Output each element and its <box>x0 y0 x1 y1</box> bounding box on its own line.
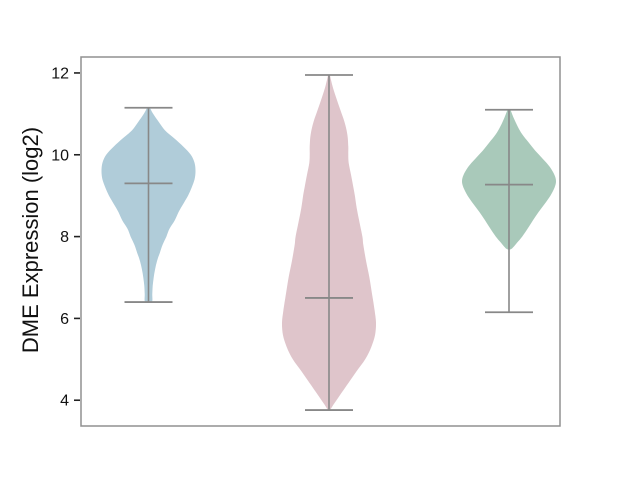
y-axis-label: DME Expression (log2) <box>18 126 43 354</box>
y-tick-label: 6 <box>60 311 69 328</box>
y-tick-label: 4 <box>60 393 69 410</box>
y-tick-label: 12 <box>51 65 69 82</box>
y-tick-label: 10 <box>51 147 69 164</box>
y-tick-label: 8 <box>60 229 69 246</box>
plot-frame <box>80 56 561 427</box>
